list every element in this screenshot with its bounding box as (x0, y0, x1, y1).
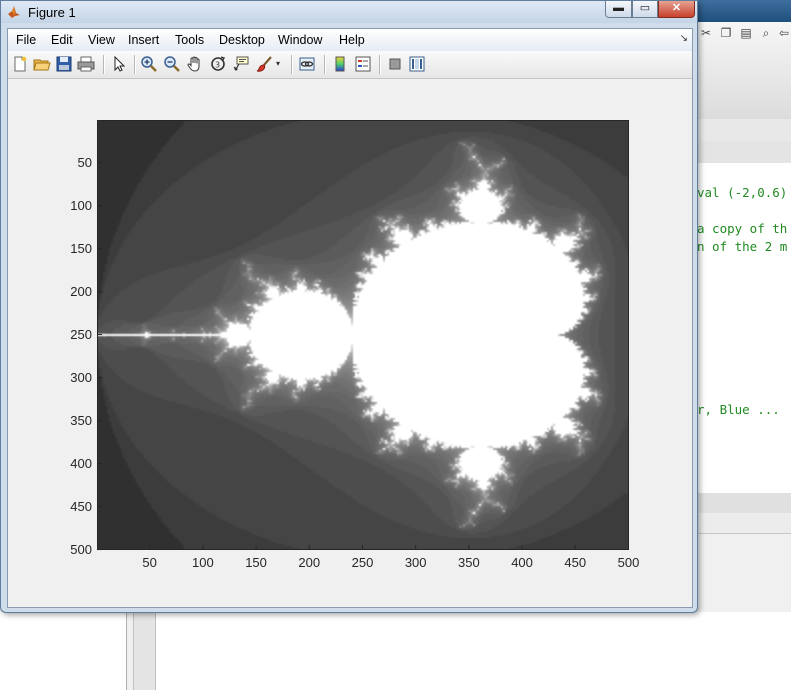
figure-title: Figure 1 (28, 5, 76, 20)
show-plot-tools-icon[interactable] (408, 55, 426, 73)
x-tick-label: 450 (564, 555, 586, 570)
y-tick-label: 350 (70, 413, 92, 428)
zoom-out-icon[interactable] (163, 55, 181, 73)
hide-plot-tools-icon[interactable] (386, 55, 404, 73)
menu-tools[interactable]: Tools (175, 33, 205, 47)
editor-pane[interactable]: val (-2,0.6) a copy of th n of the 2 m r… (697, 163, 791, 494)
pan-hand-icon[interactable] (186, 55, 204, 73)
figure-title-bar[interactable]: Figure 1 ▬ ▭ ✕ (1, 1, 697, 23)
figure-client-area: File Edit View Insert Tools Desktop Wind… (7, 28, 693, 608)
x-tick-label: 200 (298, 555, 320, 570)
y-tick-label: 450 (70, 499, 92, 514)
y-tick-label: 150 (70, 241, 92, 256)
code-line: val (-2,0.6) (697, 185, 788, 200)
edit-plot-arrow-icon[interactable] (110, 55, 128, 73)
cut-icon[interactable]: ✂ (700, 26, 712, 40)
y-tick-label: 200 (70, 284, 92, 299)
maximize-button[interactable]: ▭ (632, 1, 658, 18)
y-tick-label: 50 (78, 155, 92, 170)
figure-toolbar: 3 ▾ (8, 51, 692, 79)
axes[interactable]: 50 100 150 200 250 300 350 400 450 500 50 100 150 20… (8, 79, 692, 607)
minimize-button[interactable]: ▬ (605, 1, 632, 18)
x-axis: 50 100 150 200 250 300 350 400 450 500 (142, 545, 639, 570)
copy-icon[interactable]: ❐ (720, 26, 732, 40)
toolbar-separator (291, 55, 293, 74)
desktop-panel-header (697, 119, 791, 142)
menu-help[interactable]: Help (339, 33, 365, 47)
save-figure-icon[interactable] (55, 55, 73, 73)
dock-figure-icon[interactable]: ↘ (679, 33, 688, 44)
x-tick-label: 100 (192, 555, 214, 570)
menu-desktop[interactable]: Desktop (219, 33, 265, 47)
toolbar-separator (134, 55, 136, 74)
insert-colorbar-icon[interactable] (331, 55, 349, 73)
y-tick-label: 500 (70, 542, 92, 557)
data-cursor-icon[interactable] (232, 55, 250, 73)
y-tick-label: 400 (70, 456, 92, 471)
panel-splitter[interactable] (133, 612, 156, 690)
menu-edit[interactable]: Edit (51, 33, 73, 47)
close-button[interactable]: ✕ (658, 1, 695, 18)
y-tick-label: 300 (70, 370, 92, 385)
toolbar-separator (324, 55, 326, 74)
current-folder-panel (0, 612, 127, 690)
code-line: r, Blue ... (697, 402, 780, 417)
panel-header (697, 513, 791, 534)
figure-window: Figure 1 ▬ ▭ ✕ File Edit View Insert Too… (0, 0, 698, 613)
svg-text:3: 3 (215, 61, 220, 70)
insert-legend-icon[interactable] (354, 55, 372, 73)
mandelbrot-bitmap (97, 120, 629, 550)
zoom-in-icon[interactable] (140, 55, 158, 73)
editor-tab-strip (697, 141, 791, 164)
brush-icon[interactable] (256, 55, 274, 73)
figure-canvas[interactable]: 50 100 150 200 250 300 350 400 450 500 50 100 150 20… (8, 79, 692, 607)
x-tick-label: 500 (618, 555, 640, 570)
menu-file[interactable]: File (16, 33, 37, 47)
toolbar-separator (379, 55, 381, 74)
matlab-logo-icon (8, 6, 20, 18)
link-plot-icon[interactable] (298, 55, 316, 73)
y-axis: 50 100 150 200 250 300 350 400 450 500 (70, 155, 102, 557)
print-figure-icon[interactable] (77, 55, 95, 73)
code-line: a copy of th (697, 221, 788, 236)
desktop-toolstrip: ✂ ❐ ▤ ⌕ ⇦ (697, 22, 791, 120)
toolbar-separator (103, 55, 105, 74)
find-icon[interactable]: ⌕ (762, 26, 770, 40)
code-line: n of the 2 m (697, 239, 788, 254)
x-tick-label: 350 (458, 555, 480, 570)
rotate-3d-icon[interactable]: 3 (209, 55, 227, 73)
menu-view[interactable]: View (88, 33, 115, 47)
back-icon[interactable]: ⇦ (778, 26, 790, 40)
menu-bar: File Edit View Insert Tools Desktop Wind… (8, 29, 692, 52)
panel-divider (697, 493, 791, 514)
menu-window[interactable]: Window (278, 33, 323, 47)
new-figure-icon[interactable] (11, 55, 29, 73)
y-tick-label: 250 (70, 327, 92, 342)
menu-insert[interactable]: Insert (128, 33, 160, 47)
command-window[interactable] (155, 612, 791, 690)
y-tick-label: 100 (70, 198, 92, 213)
brush-dropdown-icon[interactable]: ▾ (276, 59, 281, 68)
paste-icon[interactable]: ▤ (740, 26, 752, 40)
x-tick-label: 300 (405, 555, 427, 570)
open-file-icon[interactable] (33, 55, 51, 73)
x-tick-label: 50 (142, 555, 156, 570)
x-tick-label: 250 (352, 555, 374, 570)
mandelbrot-image (97, 120, 629, 550)
x-tick-label: 150 (245, 555, 267, 570)
x-tick-label: 400 (511, 555, 533, 570)
